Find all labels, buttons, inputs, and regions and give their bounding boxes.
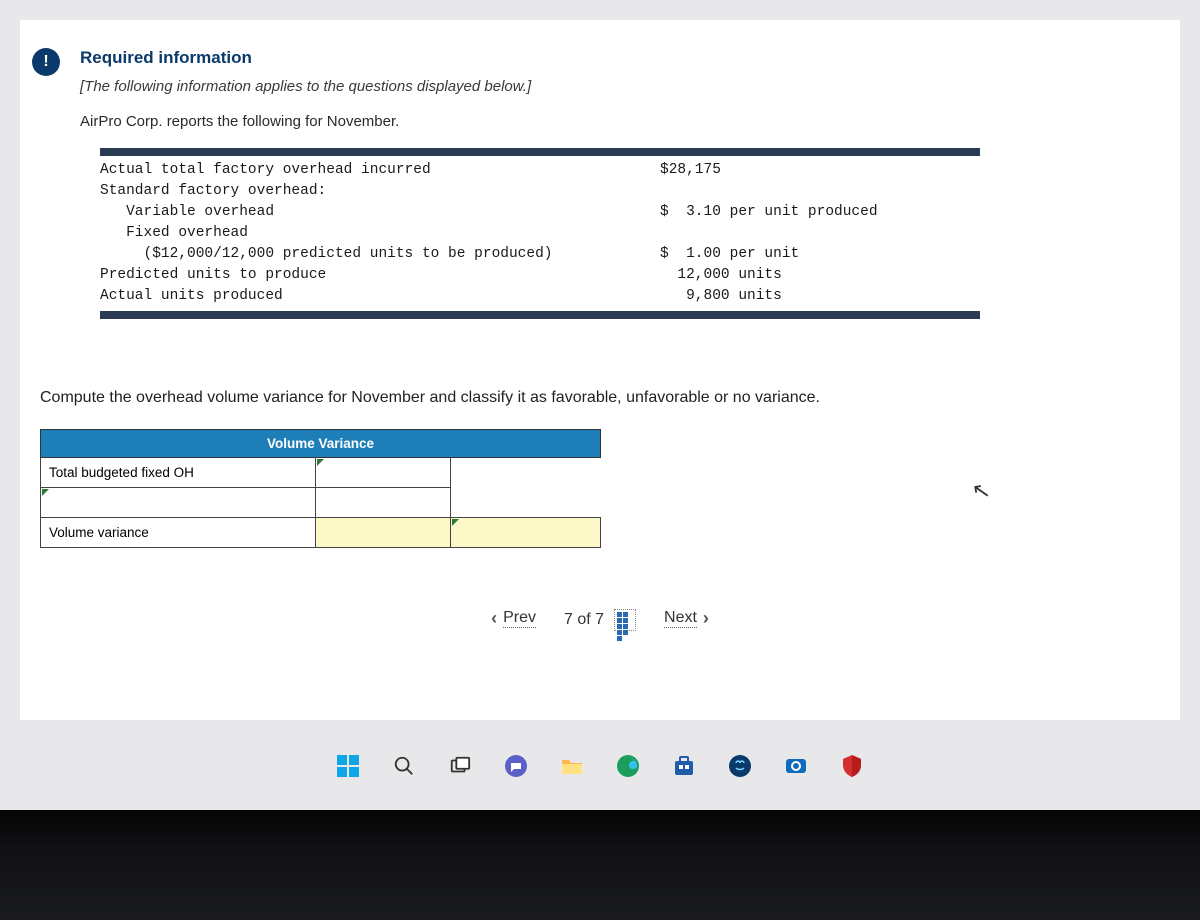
info-badge-icon: !: [32, 48, 60, 76]
required-info-title: Required information: [80, 48, 1160, 68]
chevron-right-icon: ›: [703, 608, 709, 629]
volume-variance-classification-input[interactable]: [451, 518, 601, 548]
data-row-value: 9,800 units: [660, 286, 782, 307]
windows-taskbar: [0, 742, 1200, 790]
monitor-bezel: [0, 810, 1200, 920]
data-row-label: Variable overhead: [100, 202, 660, 223]
start-icon[interactable]: [332, 750, 364, 782]
chevron-left-icon: ‹: [491, 608, 497, 629]
data-row-value: $ 1.00 per unit: [660, 244, 799, 265]
problem-data-box: Actual total factory overhead incurred$2…: [100, 148, 980, 319]
prev-button[interactable]: ‹ Prev: [491, 608, 536, 631]
page-counter: 7 of 7: [564, 611, 604, 629]
data-box-top-bar: [100, 148, 980, 156]
taskview-icon[interactable]: [444, 750, 476, 782]
data-row-label: Actual total factory overhead incurred: [100, 160, 660, 181]
file-explorer-icon[interactable]: [556, 750, 588, 782]
edge-icon[interactable]: [612, 750, 644, 782]
data-row-label: Predicted units to produce: [100, 265, 660, 286]
store-icon[interactable]: [668, 750, 700, 782]
next-label: Next: [664, 609, 697, 628]
data-row-value: $ 3.10 per unit produced: [660, 202, 878, 223]
required-info-subtitle: [The following information applies to th…: [80, 78, 1160, 95]
budgeted-amount-input[interactable]: [316, 458, 451, 488]
data-row-value: $28,175: [660, 160, 721, 181]
data-row-label: ($12,000/12,000 predicted units to be pr…: [100, 244, 660, 265]
outlook-icon[interactable]: [780, 750, 812, 782]
volume-variance-amount-input[interactable]: [316, 518, 451, 548]
row-label-budgeted: Total budgeted fixed OH: [41, 458, 316, 488]
data-box-bottom-bar: [100, 311, 980, 319]
volume-variance-table: Volume Variance Total budgeted fixed OH …: [40, 429, 601, 548]
data-row-label: Standard factory overhead:: [100, 181, 660, 202]
data-row-value: 12,000 units: [660, 265, 782, 286]
chat-icon[interactable]: [500, 750, 532, 782]
table-header: Volume Variance: [267, 436, 374, 451]
data-row-label: Fixed overhead: [100, 223, 660, 244]
cursor-icon: ↖: [969, 477, 992, 506]
question-text: Compute the overhead volume variance for…: [20, 389, 1180, 407]
row-spacer-value[interactable]: [316, 488, 451, 518]
data-row-label: Actual units produced: [100, 286, 660, 307]
problem-body: AirPro Corp. reports the following for N…: [80, 113, 1160, 130]
row-label-volume-variance: Volume variance: [41, 518, 316, 548]
row-spacer-input[interactable]: [41, 488, 316, 518]
security-icon[interactable]: [836, 750, 868, 782]
prev-label: Prev: [503, 609, 536, 628]
question-nav: ‹ Prev 7 of 7 Next ›: [20, 608, 1180, 631]
next-button[interactable]: Next ›: [664, 608, 709, 631]
question-grid-icon[interactable]: [614, 609, 636, 631]
search-icon[interactable]: [388, 750, 420, 782]
copilot-icon[interactable]: [724, 750, 756, 782]
